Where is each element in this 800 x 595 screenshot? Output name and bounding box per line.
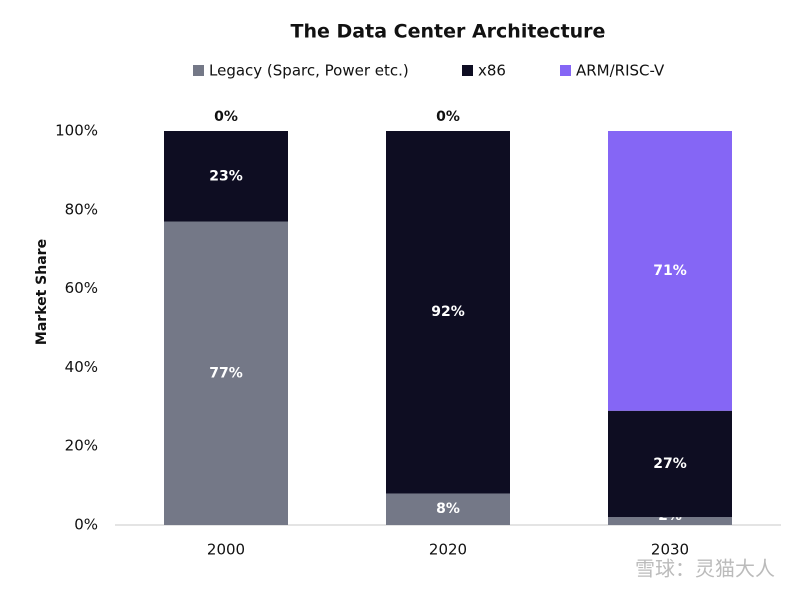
value-label: 27% xyxy=(653,456,687,472)
y-tick-label: 20% xyxy=(65,437,98,455)
bar-segment xyxy=(386,493,510,525)
bar-segment xyxy=(608,131,732,411)
legend-label: Legacy (Sparc, Power etc.) xyxy=(209,62,409,80)
y-tick-label: 100% xyxy=(55,122,98,140)
chart-title: The Data Center Architecture xyxy=(291,21,606,43)
value-label: 77% xyxy=(209,365,243,381)
value-label: 71% xyxy=(653,263,687,279)
y-tick-label: 60% xyxy=(65,279,98,297)
legend-swatch xyxy=(193,65,204,76)
y-tick-label: 80% xyxy=(65,200,98,218)
value-label: 8% xyxy=(436,501,460,517)
bar-segment xyxy=(386,131,510,494)
legend-swatch xyxy=(462,65,473,76)
y-tick-label: 40% xyxy=(65,358,98,376)
bar-segment xyxy=(608,517,732,525)
value-label: 23% xyxy=(209,168,243,184)
x-tick-label: 2000 xyxy=(207,541,245,559)
bar-segment xyxy=(164,221,288,525)
value-label: 0% xyxy=(214,109,238,125)
bar-segment xyxy=(608,410,732,518)
y-tick-label: 0% xyxy=(74,516,98,534)
legend-label: x86 xyxy=(478,62,506,80)
legend-swatch xyxy=(560,65,571,76)
watermark: 雪球：灵猫大人 xyxy=(635,557,775,581)
legend-label: ARM/RISC-V xyxy=(576,62,665,80)
x-tick-label: 2030 xyxy=(651,541,689,559)
y-axis-title: Market Share xyxy=(34,239,50,345)
value-label: 92% xyxy=(431,304,465,320)
x-tick-label: 2020 xyxy=(429,541,467,559)
value-label: 0% xyxy=(436,109,460,125)
bar-segment xyxy=(164,131,288,222)
